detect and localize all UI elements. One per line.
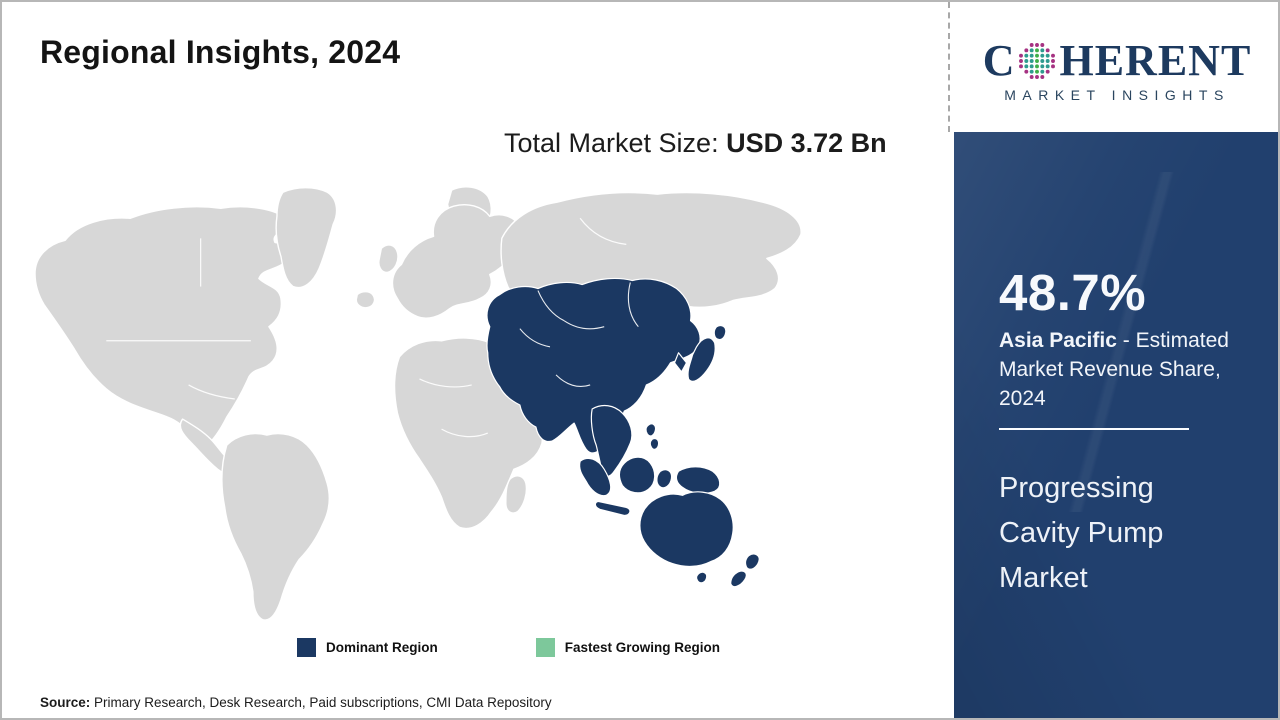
total-market-size-value: USD 3.72 Bn [726, 128, 887, 158]
dominant-region-label: Dominant Region [326, 640, 438, 655]
legend-item-fastest: Fastest Growing Region [535, 638, 721, 657]
report-product-name: Progressing Cavity Pump Market [999, 472, 1164, 595]
map-dominant-internal-borders [519, 282, 639, 388]
highlight-sidebar: 48.7% Asia Pacific - Estimated Market Re… [954, 132, 1278, 718]
total-market-size: Total Market Size: USD 3.72 Bn [504, 124, 906, 163]
map-gray-regions [34, 186, 802, 621]
fastest-growing-swatch [535, 638, 555, 657]
total-market-size-prefix: Total Market Size: [504, 128, 727, 158]
market-share-description: Asia Pacific - Estimated Market Revenue … [999, 326, 1234, 413]
share-region-name: Asia Pacific [999, 329, 1117, 353]
globe-dots-icon [1019, 43, 1056, 79]
page-title: Regional Insights, 2024 [40, 34, 401, 70]
logo-letters-herent: HERENT [1059, 36, 1252, 85]
map-legend: Dominant Region Fastest Growing Region [297, 638, 720, 657]
fastest-growing-label: Fastest Growing Region [564, 640, 721, 655]
market-share-value: 48.7% [999, 264, 1147, 321]
source-label: Source: [40, 695, 91, 710]
brand-logo: C HERENT MARKET INSIGHTS [954, 2, 1278, 132]
sidebar-divider [999, 428, 1189, 431]
logo-letter-c: C [982, 36, 1016, 85]
legend-item-dominant: Dominant Region [297, 638, 438, 657]
share-description-rest: - Estimated Market Revenue Share, 2024 [999, 329, 1229, 411]
world-map [30, 178, 808, 630]
sidebar-content: 48.7% Asia Pacific - Estimated Market Re… [954, 132, 1278, 601]
map-gray-internal-borders [106, 217, 627, 438]
source-line: Source: Primary Research, Desk Research,… [40, 695, 552, 710]
dominant-region-swatch [297, 638, 316, 657]
logo-subtitle: MARKET INSIGHTS [1004, 87, 1230, 103]
world-map-svg [34, 186, 802, 621]
map-dominant-region-asia-pacific [486, 277, 760, 588]
logo-wordmark: C HERENT [983, 39, 1252, 83]
source-text: Primary Research, Desk Research, Paid su… [90, 695, 552, 710]
dashed-separator [948, 2, 950, 132]
